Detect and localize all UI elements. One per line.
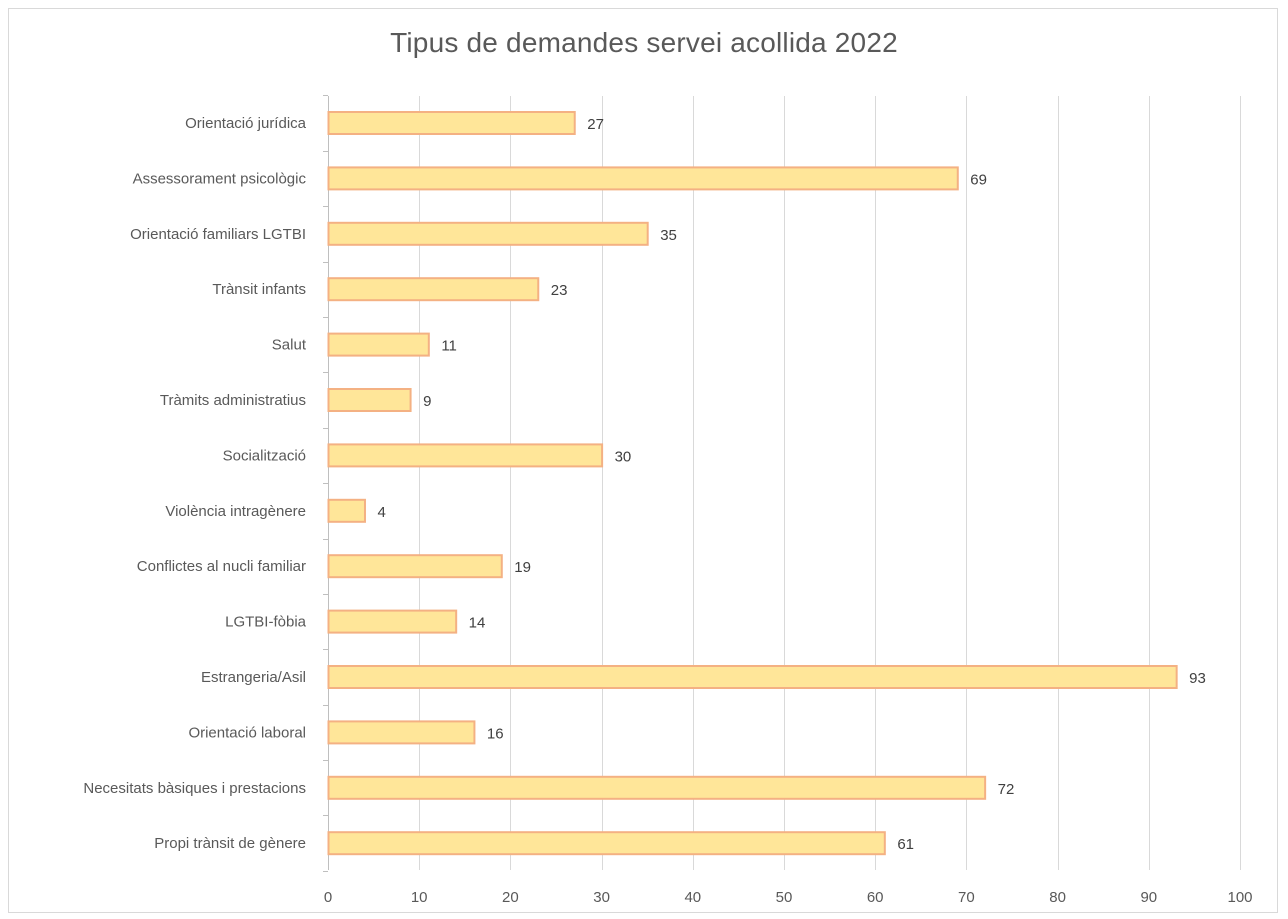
x-tick-label: 40 bbox=[684, 889, 701, 906]
category-label: Salut bbox=[272, 337, 307, 354]
data-label: 27 bbox=[587, 116, 604, 133]
bar bbox=[327, 720, 476, 745]
bar bbox=[327, 609, 458, 634]
data-label: 23 bbox=[551, 282, 568, 299]
category-label: Conflictes al nucli familiar bbox=[137, 558, 306, 575]
x-tick-label: 70 bbox=[958, 889, 975, 906]
x-tick-label: 100 bbox=[1227, 889, 1252, 906]
category-label: Orientació familiars LGTBI bbox=[130, 226, 306, 243]
bar bbox=[327, 166, 959, 191]
data-label: 93 bbox=[1189, 670, 1206, 687]
bar bbox=[327, 111, 576, 135]
category-label: Orientació jurídica bbox=[185, 115, 307, 132]
data-label: 61 bbox=[897, 836, 914, 853]
gridlines bbox=[323, 95, 1241, 872]
labels: 0 10 20 30 40 50 60 70 80 90 100 Orientació jurídic… bbox=[83, 115, 1252, 906]
category-label: LGTBI-fòbia bbox=[225, 614, 307, 631]
x-tick-label: 80 bbox=[1049, 889, 1066, 906]
category-label: Violència intragènere bbox=[165, 503, 306, 520]
x-tick-label: 60 bbox=[867, 889, 884, 906]
bars bbox=[327, 111, 1178, 856]
data-label: 4 bbox=[377, 504, 385, 521]
data-label: 19 bbox=[514, 559, 531, 576]
bar bbox=[327, 221, 649, 246]
bar bbox=[327, 775, 987, 800]
data-label: 9 bbox=[423, 393, 431, 410]
category-label: Orientació laboral bbox=[188, 724, 306, 741]
data-label: 69 bbox=[970, 171, 987, 188]
data-label: 14 bbox=[469, 615, 486, 632]
bar bbox=[327, 665, 1178, 689]
bar bbox=[327, 277, 540, 302]
data-label: 30 bbox=[615, 448, 632, 465]
category-label: Socialització bbox=[223, 447, 306, 464]
x-tick-label: 90 bbox=[1140, 889, 1157, 906]
bar bbox=[327, 498, 366, 523]
bar bbox=[327, 831, 886, 856]
x-tick-label: 30 bbox=[593, 889, 610, 906]
data-label: 11 bbox=[441, 338, 457, 355]
category-label: Tràmits administratius bbox=[160, 392, 306, 409]
data-label: 35 bbox=[660, 227, 677, 244]
category-label: Trànsit infants bbox=[212, 281, 306, 298]
category-label: Necesitats bàsiques i prestacions bbox=[83, 780, 306, 797]
x-tick-label: 50 bbox=[776, 889, 793, 906]
data-label: 72 bbox=[998, 781, 1015, 798]
bar bbox=[327, 388, 412, 412]
bar bbox=[327, 443, 604, 468]
category-label: Propi trànsit de gènere bbox=[154, 835, 306, 852]
data-label: 16 bbox=[487, 725, 504, 742]
chart-title: Tipus de demandes servei acollida 2022 bbox=[390, 27, 898, 58]
chart-frame bbox=[8, 8, 1278, 913]
category-label: Assessorament psicològic bbox=[133, 170, 307, 187]
x-tick-label: 10 bbox=[411, 889, 428, 906]
bar bbox=[327, 332, 430, 357]
category-label: Estrangeria/Asil bbox=[201, 669, 306, 686]
x-tick-label: 0 bbox=[324, 889, 332, 906]
bar bbox=[327, 554, 503, 579]
x-tick-label: 20 bbox=[502, 889, 519, 906]
